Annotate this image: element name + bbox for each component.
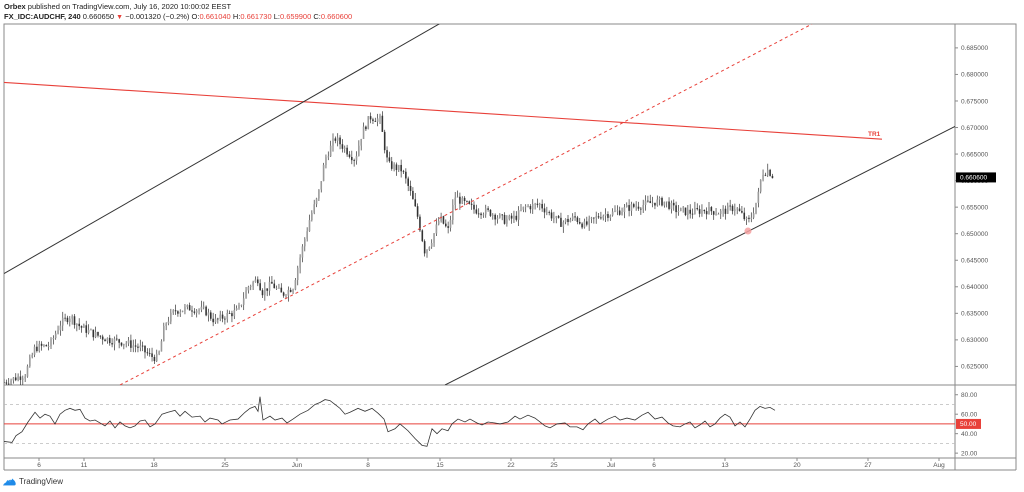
rsi-tick-label: 80.00 [961, 392, 978, 399]
rsi-tick-label: 40.00 [961, 431, 978, 438]
open-value: 0.661040 [199, 12, 231, 21]
tradingview-cloud-icon [3, 478, 16, 486]
time-tick-label: Jun [292, 462, 303, 469]
time-tick-label: 20 [793, 462, 801, 469]
channel-mid-dashed[interactable] [119, 24, 813, 385]
price-tick-label: 0.625000 [961, 364, 988, 371]
rsi-tick-label: 60.00 [961, 412, 978, 419]
time-tick-label: 8 [366, 462, 370, 469]
current-price-label: 0.660600 [956, 172, 996, 183]
high-value: 0.661730 [240, 12, 272, 21]
close-value: 0.660600 [320, 12, 353, 21]
time-tick-label: 22 [507, 462, 515, 469]
down-arrow-icon: ▼ [116, 14, 124, 21]
price-axis[interactable]: 0.685000 0.680000 0.675000 0.670000 0.665000… [955, 45, 988, 371]
time-tick-label: 25 [550, 462, 558, 469]
low-label: L: [273, 12, 280, 21]
price-tick-label: 0.650000 [961, 231, 988, 238]
rsi-axis: 80.00 60.00 40.00 20.00 50.00 [955, 392, 981, 457]
chart-frame [3, 23, 1017, 471]
price-change: −0.001320 (−0.2%) [125, 12, 190, 21]
time-tick-label: 15 [436, 462, 444, 469]
candlestick-series [4, 111, 774, 385]
tr1-label: TR1 [868, 131, 881, 138]
open-label: O: [191, 12, 200, 21]
tradingview-logo[interactable]: TradingView [3, 477, 63, 486]
tr1-text: TR1 [868, 131, 881, 138]
channel-lower[interactable] [444, 104, 1000, 385]
touch-marker[interactable] [744, 227, 752, 235]
price-tick-label: 0.685000 [961, 45, 988, 52]
last-price: 0.660650 [82, 12, 115, 21]
rsi-line [4, 396, 776, 447]
published-text: published on TradingView.com, July 16, 2… [27, 2, 232, 11]
time-tick-label: Jul [607, 462, 616, 469]
rsi-panel[interactable] [4, 396, 955, 447]
rsi-mid-label: 50.00 [960, 421, 977, 428]
price-tick-label: 0.670000 [961, 125, 988, 132]
chart-header: Orbex published on TradingView.com, July… [4, 2, 352, 23]
time-tick-label: 27 [864, 462, 872, 469]
symbol-line: FX_IDC:AUDCHF, 240 0.660650 ▼ −0.001320 … [4, 12, 352, 23]
drawings-layer[interactable] [4, 0, 1000, 385]
channel-upper[interactable] [4, 0, 490, 274]
publish-line: Orbex published on TradingView.com, July… [4, 2, 352, 12]
publisher-name[interactable]: Orbex [4, 2, 26, 11]
price-tick-label: 0.645000 [961, 258, 988, 265]
price-tick-label: 0.640000 [961, 284, 988, 291]
high-label: H: [232, 12, 241, 21]
price-tick-label: 0.675000 [961, 98, 988, 105]
close-label: C: [313, 12, 321, 21]
price-tick-label: 0.655000 [961, 204, 988, 211]
time-tick-label: Aug [933, 462, 945, 469]
current-price-text: 0.660600 [960, 175, 987, 182]
time-tick-label: 18 [150, 462, 158, 469]
time-tick-label: 11 [81, 462, 88, 469]
time-tick-label: 6 [37, 462, 41, 469]
low-value: 0.659900 [279, 12, 312, 21]
time-tick-label: 6 [652, 462, 656, 469]
price-tick-label: 0.630000 [961, 337, 988, 344]
tradingview-brand: TradingView [19, 477, 64, 486]
price-tick-label: 0.635000 [961, 311, 988, 318]
time-axis[interactable]: 6 11 18 25 Jun 8 15 22 25 Jul 6 13 20 27 Aug [37, 458, 945, 469]
price-tick-label: 0.680000 [961, 72, 988, 79]
price-tick-label: 0.665000 [961, 151, 988, 158]
symbol-name[interactable]: FX_IDC:AUDCHF, 240 [4, 12, 81, 21]
rsi-tick-label: 20.00 [961, 450, 978, 457]
time-tick-label: 13 [721, 462, 729, 469]
time-tick-label: 25 [221, 462, 229, 469]
trendline[interactable] [4, 81, 883, 140]
